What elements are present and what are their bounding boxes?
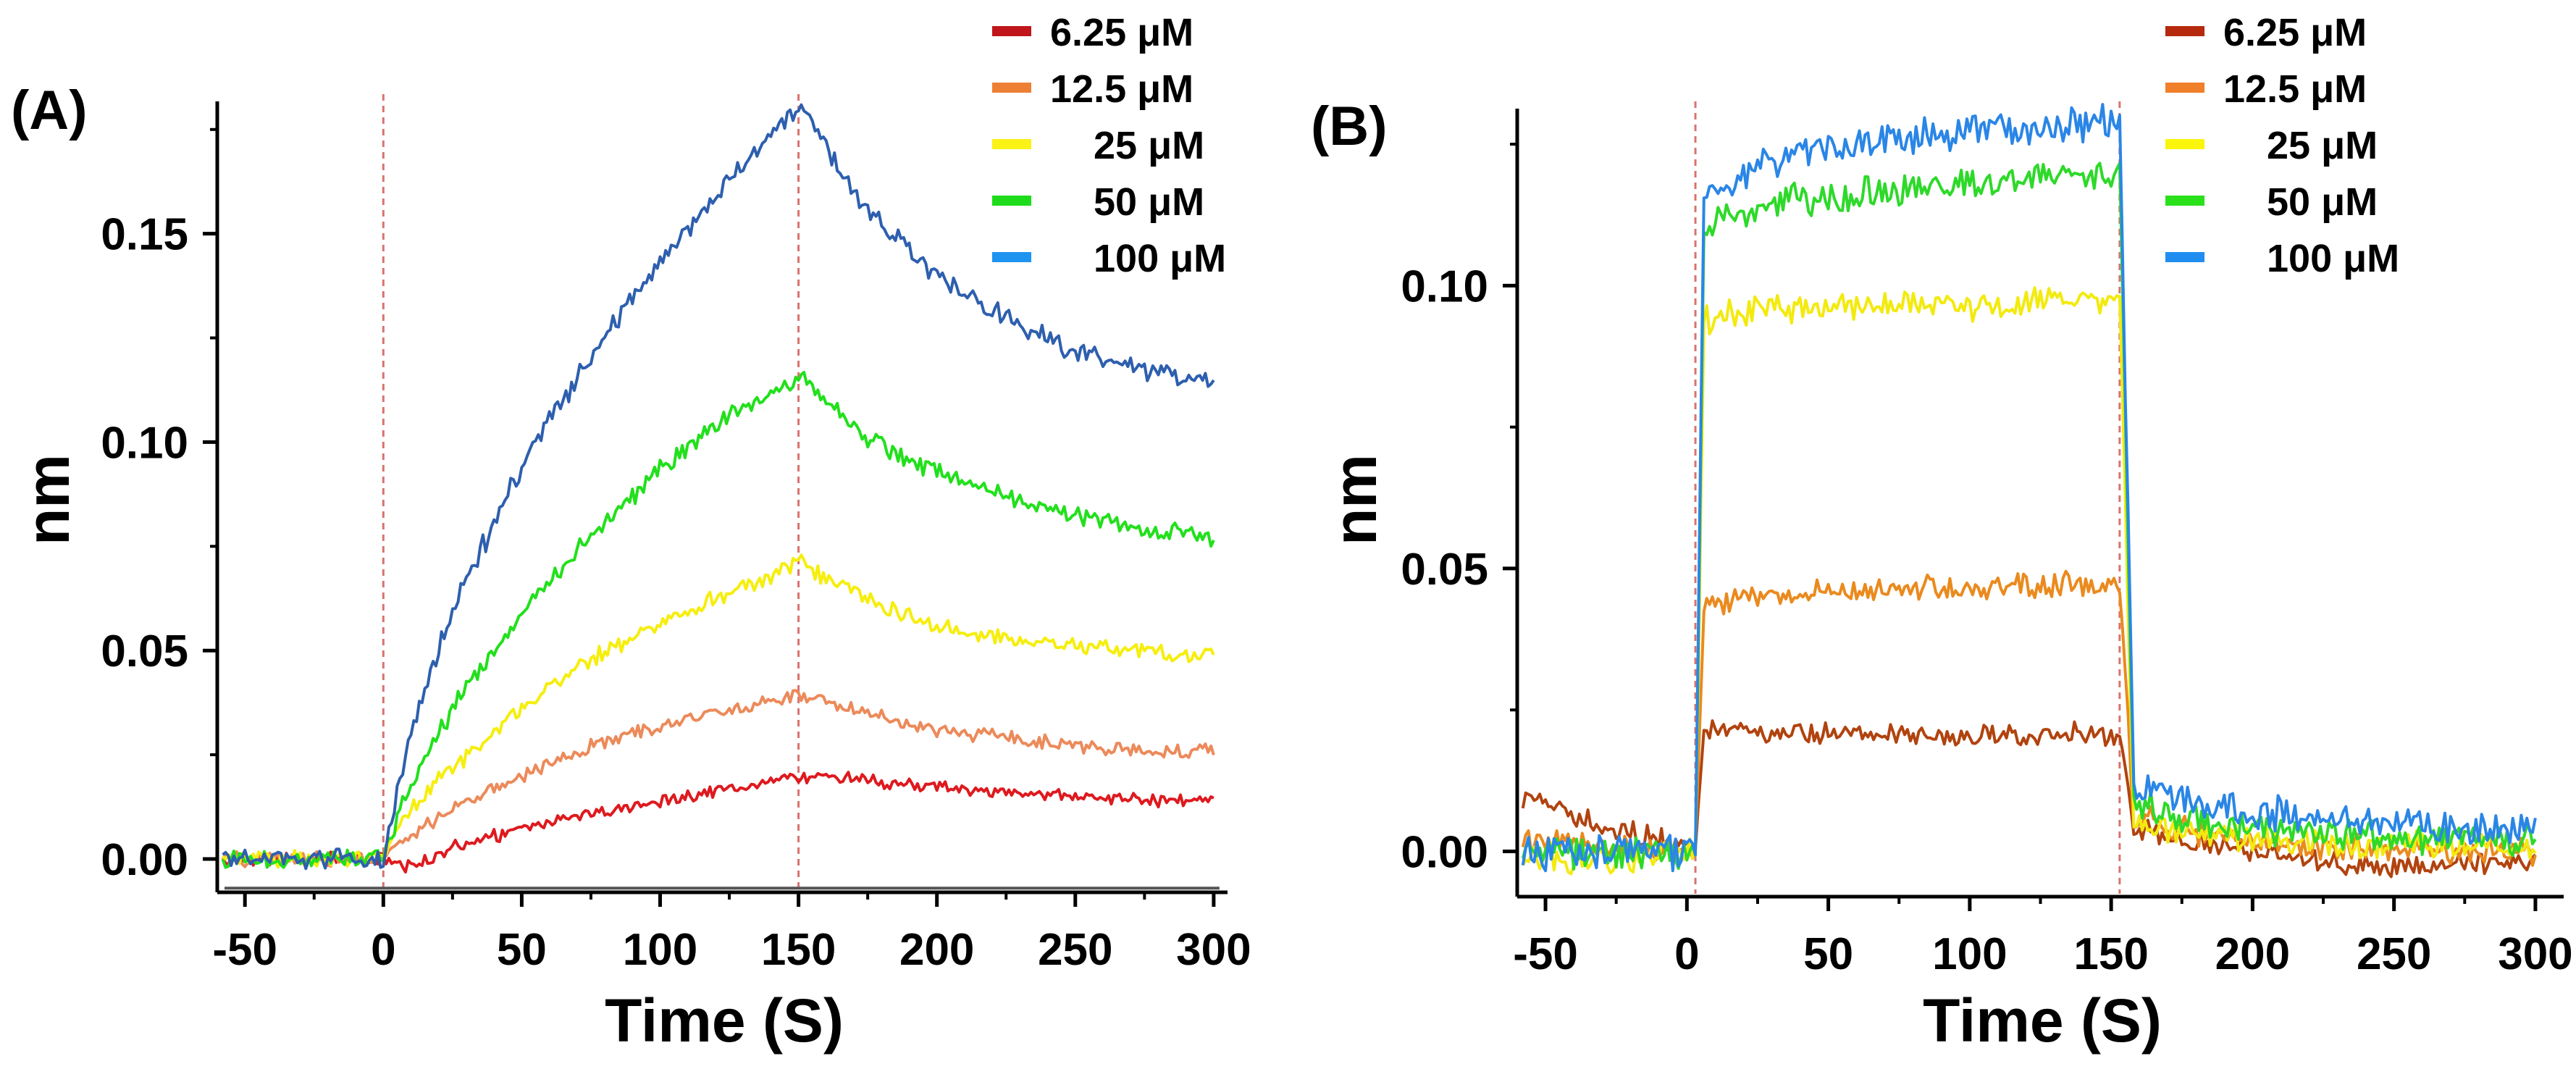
panel-label: (A) [11, 80, 88, 141]
x-tick-label: 300 [2498, 929, 2572, 979]
x-tick-label: 150 [2073, 929, 2148, 979]
legend-swatch [2165, 139, 2204, 149]
legend-swatch [2165, 26, 2204, 36]
x-tick-label: 250 [2357, 929, 2431, 979]
legend-label: 50 μM [2267, 180, 2378, 224]
x-tick-label: -50 [212, 925, 277, 975]
x-tick-label: 0 [371, 925, 395, 975]
series-line-25uM [222, 553, 1215, 869]
x-tick-label: 200 [2215, 929, 2290, 979]
series-line-100uM [1521, 103, 2537, 873]
legend-label: 100 μM [1094, 237, 1226, 280]
y-tick-label: 0.15 [101, 210, 188, 260]
y-tick-label: 0.00 [1401, 828, 1488, 878]
x-tick-label: 250 [1038, 925, 1112, 975]
legend-swatch [992, 196, 1031, 206]
legend-label: 25 μM [1094, 124, 1204, 167]
legend-label: 25 μM [2267, 124, 2378, 167]
x-tick-label: 50 [1803, 929, 1853, 979]
series-line-12-5uM [221, 689, 1215, 868]
legend: 6.25 μM 12.5 μM 25 μM 50 μM 100 μM [2165, 11, 2399, 280]
legend-swatch [2165, 252, 2204, 262]
series-line-25uM [1522, 286, 2537, 876]
series-line-6-25uM [221, 771, 1214, 873]
x-tick-label: -50 [1513, 929, 1578, 979]
legend-label: 6.25 μM [1050, 11, 1193, 54]
legend-swatch [992, 139, 1031, 149]
y-tick-label: 0.10 [101, 418, 188, 468]
legend-label: 12.5 μM [1050, 67, 1193, 111]
legend-swatch [992, 26, 1031, 36]
series-line-100uM [222, 103, 1215, 871]
series-line-50uM [1521, 162, 2537, 871]
legend-label: 12.5 μM [2223, 67, 2367, 111]
legend-swatch [2165, 83, 2204, 93]
y-axis-title: nm [14, 454, 82, 545]
x-tick-label: 300 [1176, 925, 1251, 975]
chart-panel-a: (A) 0.00 0.05 0.10 0.15 -50 0 50 100 150 200 250 300… [11, 11, 1251, 1055]
legend-swatch [992, 83, 1031, 93]
x-tick-label: 100 [1932, 929, 2007, 979]
x-tick-label: 150 [761, 925, 836, 975]
y-axis-title: nm [1321, 454, 1389, 545]
legend-label: 50 μM [1094, 180, 1204, 224]
chart-panel-b: (B) 0.00 0.05 0.10 -50 0 50 100 150 200 250 300 Time… [1311, 11, 2573, 1055]
x-tick-label: 100 [623, 925, 697, 975]
x-axis-title: Time (S) [605, 986, 844, 1055]
x-tick-label: 50 [497, 925, 547, 975]
y-tick-label: 0.05 [1401, 545, 1488, 595]
legend-swatch [2165, 196, 2204, 206]
y-tick-label: 0.05 [101, 626, 188, 676]
x-tick-label: 200 [899, 925, 974, 975]
legend-label: 6.25 μM [2223, 11, 2367, 54]
legend-label: 100 μM [2267, 237, 2399, 280]
legend-swatch [992, 252, 1031, 262]
y-tick-label: 0.10 [1401, 261, 1488, 311]
x-axis-title: Time (S) [1923, 986, 2162, 1055]
x-tick-label: 0 [1674, 929, 1699, 979]
legend: 6.25 μM 12.5 μM 25 μM 50 μM 100 μM [992, 11, 1226, 280]
y-tick-label: 0.00 [101, 835, 188, 885]
panel-label: (B) [1311, 96, 1388, 157]
